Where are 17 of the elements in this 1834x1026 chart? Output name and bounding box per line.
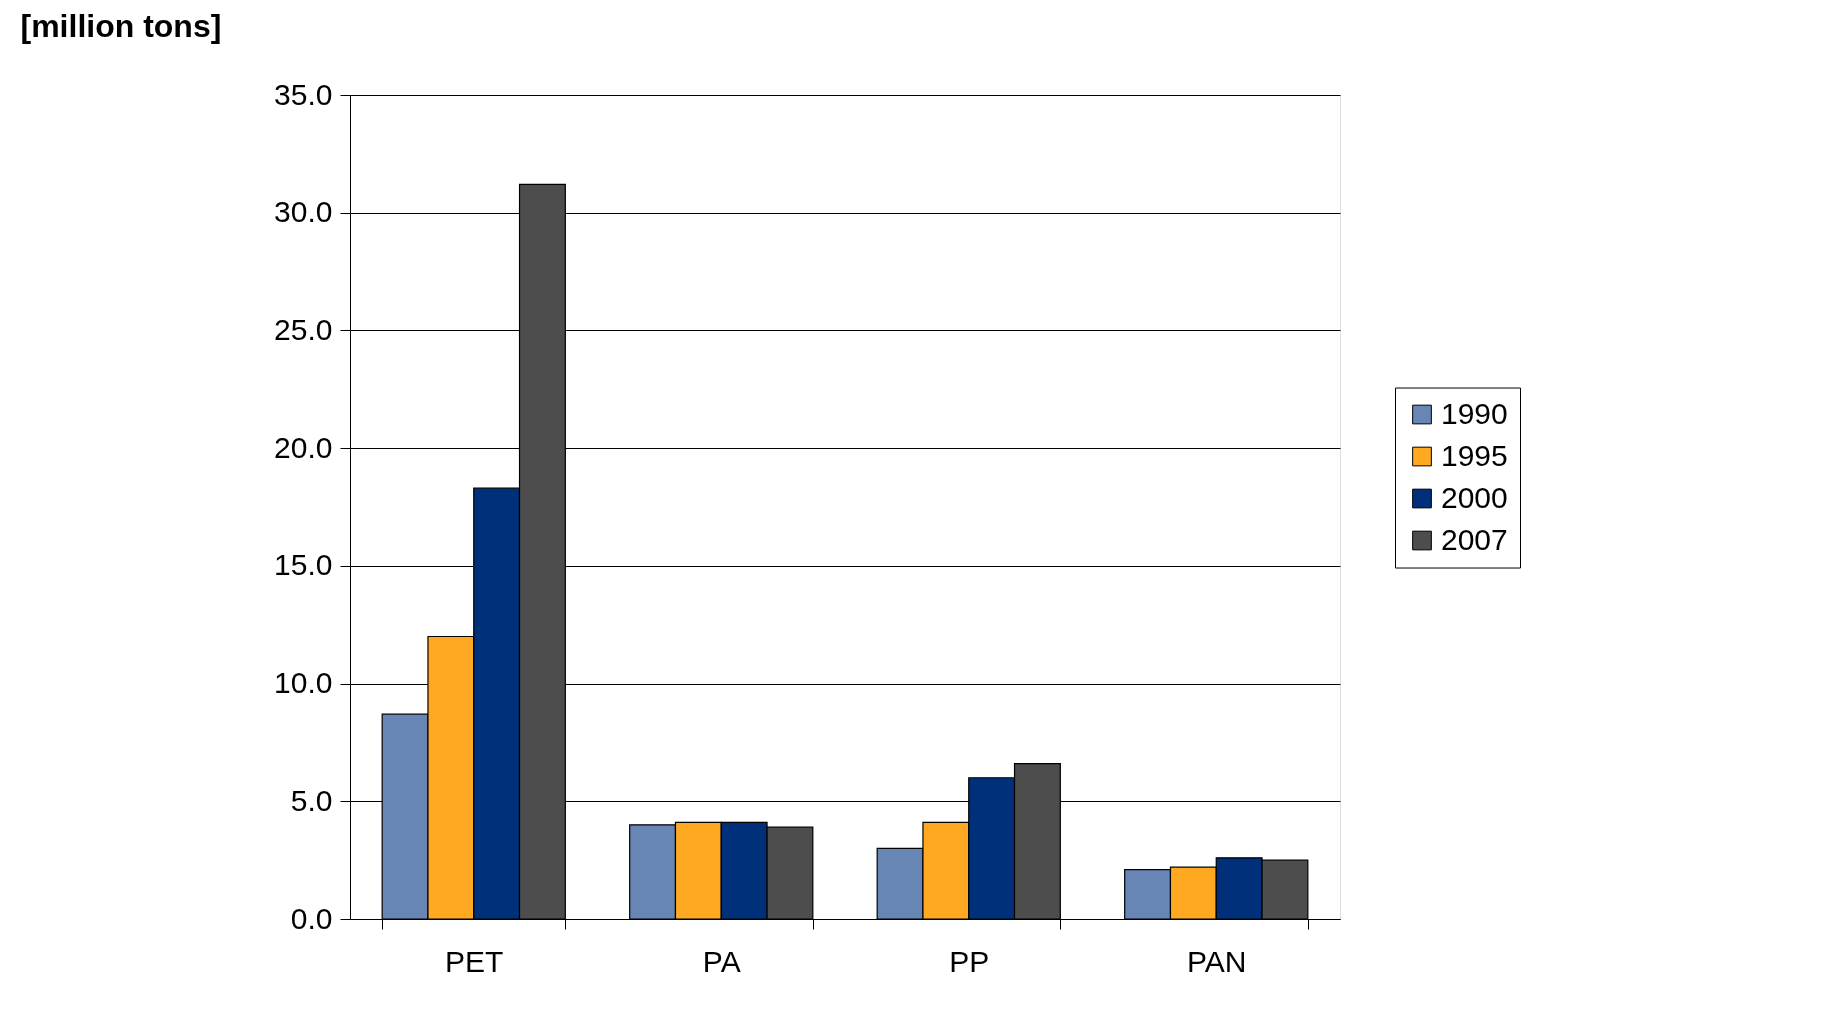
x-tick-label: PAN: [1187, 944, 1247, 978]
y-tick-label: 5.0: [290, 783, 333, 817]
y-tick-label: 20.0: [274, 430, 333, 464]
x-tick-label: PA: [702, 944, 741, 978]
x-tick-label: PET: [445, 944, 504, 978]
y-tick-label: 25.0: [274, 312, 333, 346]
y-tick-label: 0.0: [290, 901, 333, 935]
legend-label: 2000: [1441, 480, 1508, 514]
y-tick-label: 30.0: [274, 195, 333, 229]
y-tick-label: 10.0: [274, 666, 333, 700]
legend-label: 1990: [1441, 396, 1508, 430]
legend-label: 1995: [1441, 438, 1508, 472]
y-axis-title: [million tons]: [20, 7, 222, 44]
y-tick-label: 15.0: [274, 548, 333, 582]
legend-label: 2007: [1441, 522, 1508, 556]
x-tick-label: PP: [949, 944, 990, 978]
y-tick-label: 35.0: [274, 77, 333, 111]
